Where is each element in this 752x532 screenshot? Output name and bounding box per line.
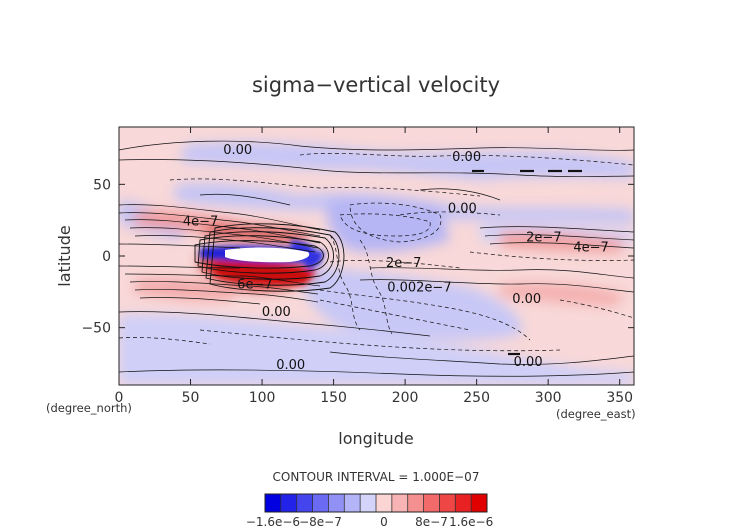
- contour-labels: 0.00 0.00 0.00 4e−7 2e−7 4e−7 2e−7 0.002e−7 6e−7…: [183, 143, 609, 373]
- contour-label: 0.00: [276, 358, 305, 373]
- colorbar-swatch: [423, 494, 440, 512]
- shaded-field: [119, 142, 634, 385]
- contour-label: 0.00: [448, 202, 477, 217]
- contour-label: 0.00: [512, 292, 541, 307]
- dense-contours: [194, 223, 345, 292]
- colorbar-swatch: [296, 494, 313, 512]
- x-tick-label: 200: [392, 390, 419, 406]
- plot-field: 0.00 0.00 0.00 4e−7 2e−7 4e−7 2e−7 0.002e−7 6e−7…: [119, 127, 634, 385]
- colorbar-swatch: [280, 494, 298, 512]
- y-unit-label: (degree_north): [46, 401, 132, 415]
- contour-label: 6e−7: [237, 278, 272, 293]
- colorbar-swatch: [455, 494, 472, 512]
- colorbar-swatch: [439, 494, 456, 512]
- contour-label: 2e−7: [386, 256, 421, 271]
- colorbar-frame: [264, 493, 488, 513]
- contour-label: 4e−7: [573, 240, 608, 255]
- colorbar: [264, 493, 488, 513]
- contour-label: 2e−7: [526, 230, 561, 245]
- solid-contours: [119, 140, 634, 377]
- x-tick-label: 50: [182, 390, 200, 406]
- colorbar-swatch: [265, 494, 282, 512]
- colorbar-swatch: [407, 494, 424, 512]
- colorbar-swatch: [360, 494, 377, 512]
- chart-title: sigma−vertical velocity: [252, 73, 500, 97]
- contour-fragments: [472, 169, 582, 356]
- y-tick-label: 50: [93, 177, 111, 193]
- contour-label: 0.00: [452, 150, 481, 165]
- colorbar-swatch: [312, 494, 329, 512]
- colorbar-swatch: [391, 494, 409, 512]
- x-axis-title: longitude: [338, 429, 413, 448]
- contour-label: 0.002e−7: [387, 281, 451, 296]
- x-tick-label: 0: [115, 390, 124, 406]
- colorbar-swatch: [471, 494, 488, 512]
- colorbar-label: 0: [380, 515, 388, 529]
- colorbar-label: −1.6e−6: [246, 515, 300, 529]
- y-axis: −50 0 50: [81, 177, 634, 337]
- colorbar-label: 8e−7: [415, 515, 448, 529]
- colorbar-swatch: [376, 494, 393, 512]
- y-axis-title: latitude: [55, 225, 74, 286]
- y-tick-label: −50: [81, 321, 111, 337]
- contour-label: 0.00: [223, 143, 252, 158]
- white-patch: [225, 247, 310, 263]
- contour-label: 0.00: [262, 305, 291, 320]
- x-tick-label: 150: [320, 390, 347, 406]
- colorbar-label: 1.6e−6: [449, 515, 493, 529]
- dashed-contours: [119, 152, 634, 352]
- colorbar-swatch: [328, 494, 345, 512]
- x-axis: 0 50 100 150 200 250 300 350: [115, 127, 633, 406]
- colorbar-swatch: [344, 494, 361, 512]
- y-tick-label: 0: [102, 249, 111, 265]
- contour-label: 4e−7: [183, 215, 218, 230]
- x-unit-label: (degree_east): [556, 407, 636, 421]
- colorbar-labels: −1.6e−6 −8e−7 0 8e−7 1.6e−6: [246, 515, 493, 529]
- contour-label: 0.00: [514, 355, 543, 370]
- x-tick-label: 350: [606, 390, 633, 406]
- colorbar-label: −8e−7: [299, 515, 342, 529]
- x-tick-label: 300: [535, 390, 562, 406]
- x-tick-label: 250: [463, 390, 490, 406]
- x-tick-label: 100: [249, 390, 276, 406]
- contour-interval-text: CONTOUR INTERVAL = 1.000E−07: [273, 470, 480, 484]
